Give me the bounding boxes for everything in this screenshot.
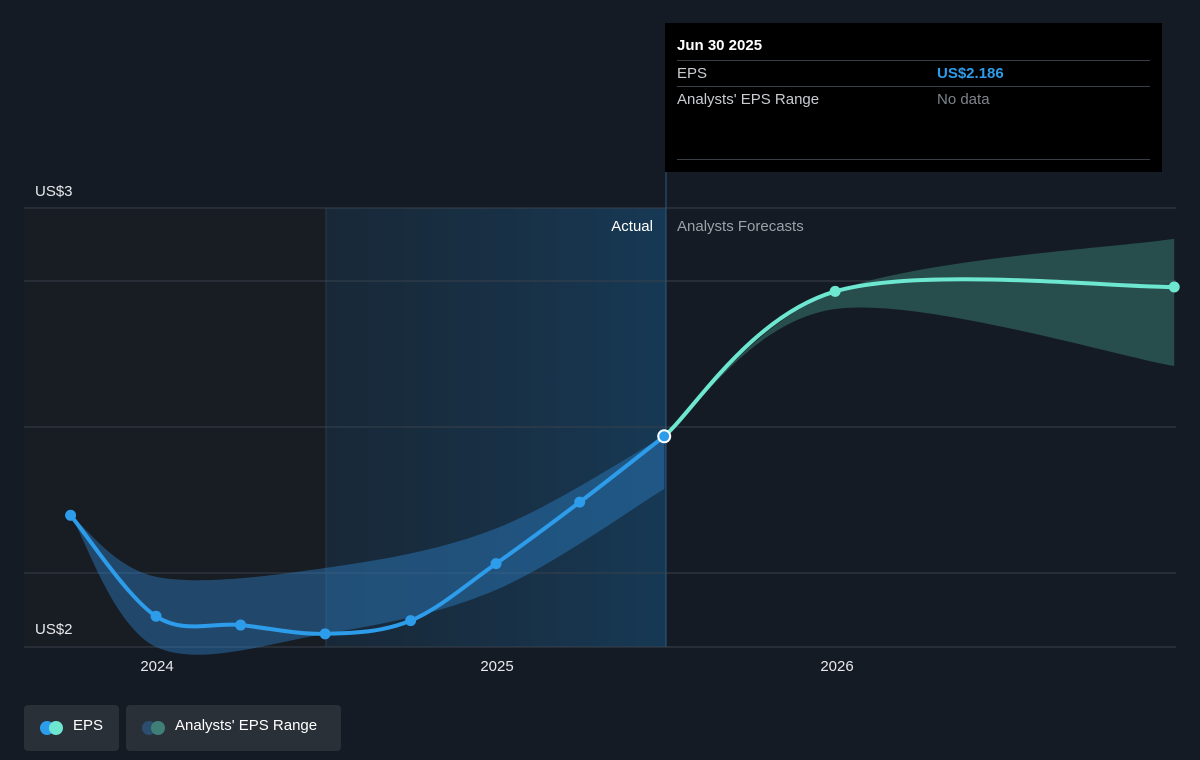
- eps-actual-point[interactable]: [574, 496, 586, 508]
- range-legend-icon: [142, 721, 166, 735]
- hover-tooltip: Jun 30 2025 EPS US$2.186 Analysts' EPS R…: [665, 23, 1162, 172]
- tooltip-date: Jun 30 2025: [677, 37, 763, 54]
- x-tick-2025: 2025: [480, 658, 513, 675]
- actual-label: Actual: [611, 218, 653, 235]
- eps-forecast-line: [662, 277, 1177, 439]
- x-tick-2024: 2024: [140, 658, 173, 675]
- tooltip-eps-row: EPS US$2.186: [677, 60, 1150, 87]
- eps-actual-point[interactable]: [150, 610, 162, 622]
- eps-actual-point[interactable]: [235, 619, 247, 631]
- eps-actual-point[interactable]: [490, 558, 502, 570]
- eps-actual-point[interactable]: [65, 509, 77, 521]
- legend-eps-label: EPS: [73, 717, 104, 734]
- forecast-label: Analysts Forecasts: [677, 218, 804, 235]
- eps-actual-point[interactable]: [405, 615, 417, 627]
- legend-eps-range[interactable]: Analysts' EPS Range: [126, 705, 341, 751]
- eps-forecast-point[interactable]: [1168, 281, 1180, 293]
- tooltip-divider: [677, 159, 1150, 160]
- legend-range-label: Analysts' EPS Range: [175, 717, 318, 734]
- y-bottom-label: US$2: [35, 621, 73, 638]
- tooltip-eps-value: US$2.186: [937, 65, 1004, 82]
- eps-actual-point[interactable]: [319, 628, 331, 640]
- y-top-label: US$3: [35, 183, 73, 200]
- eps-current-point[interactable]: [657, 429, 672, 444]
- analysts-eps-range-band: [664, 238, 1175, 437]
- eps-forecast-point[interactable]: [829, 285, 841, 297]
- legend-eps[interactable]: EPS: [24, 705, 119, 751]
- x-tick-2026: 2026: [820, 658, 853, 675]
- tooltip-range-row: Analysts' EPS Range No data: [677, 86, 1150, 113]
- tooltip-range-value: No data: [937, 91, 990, 108]
- eps-legend-icon: [40, 721, 64, 735]
- actual-eps-band: [70, 436, 665, 655]
- tooltip-eps-label: EPS: [677, 65, 708, 82]
- tooltip-range-label: Analysts' EPS Range: [677, 91, 820, 108]
